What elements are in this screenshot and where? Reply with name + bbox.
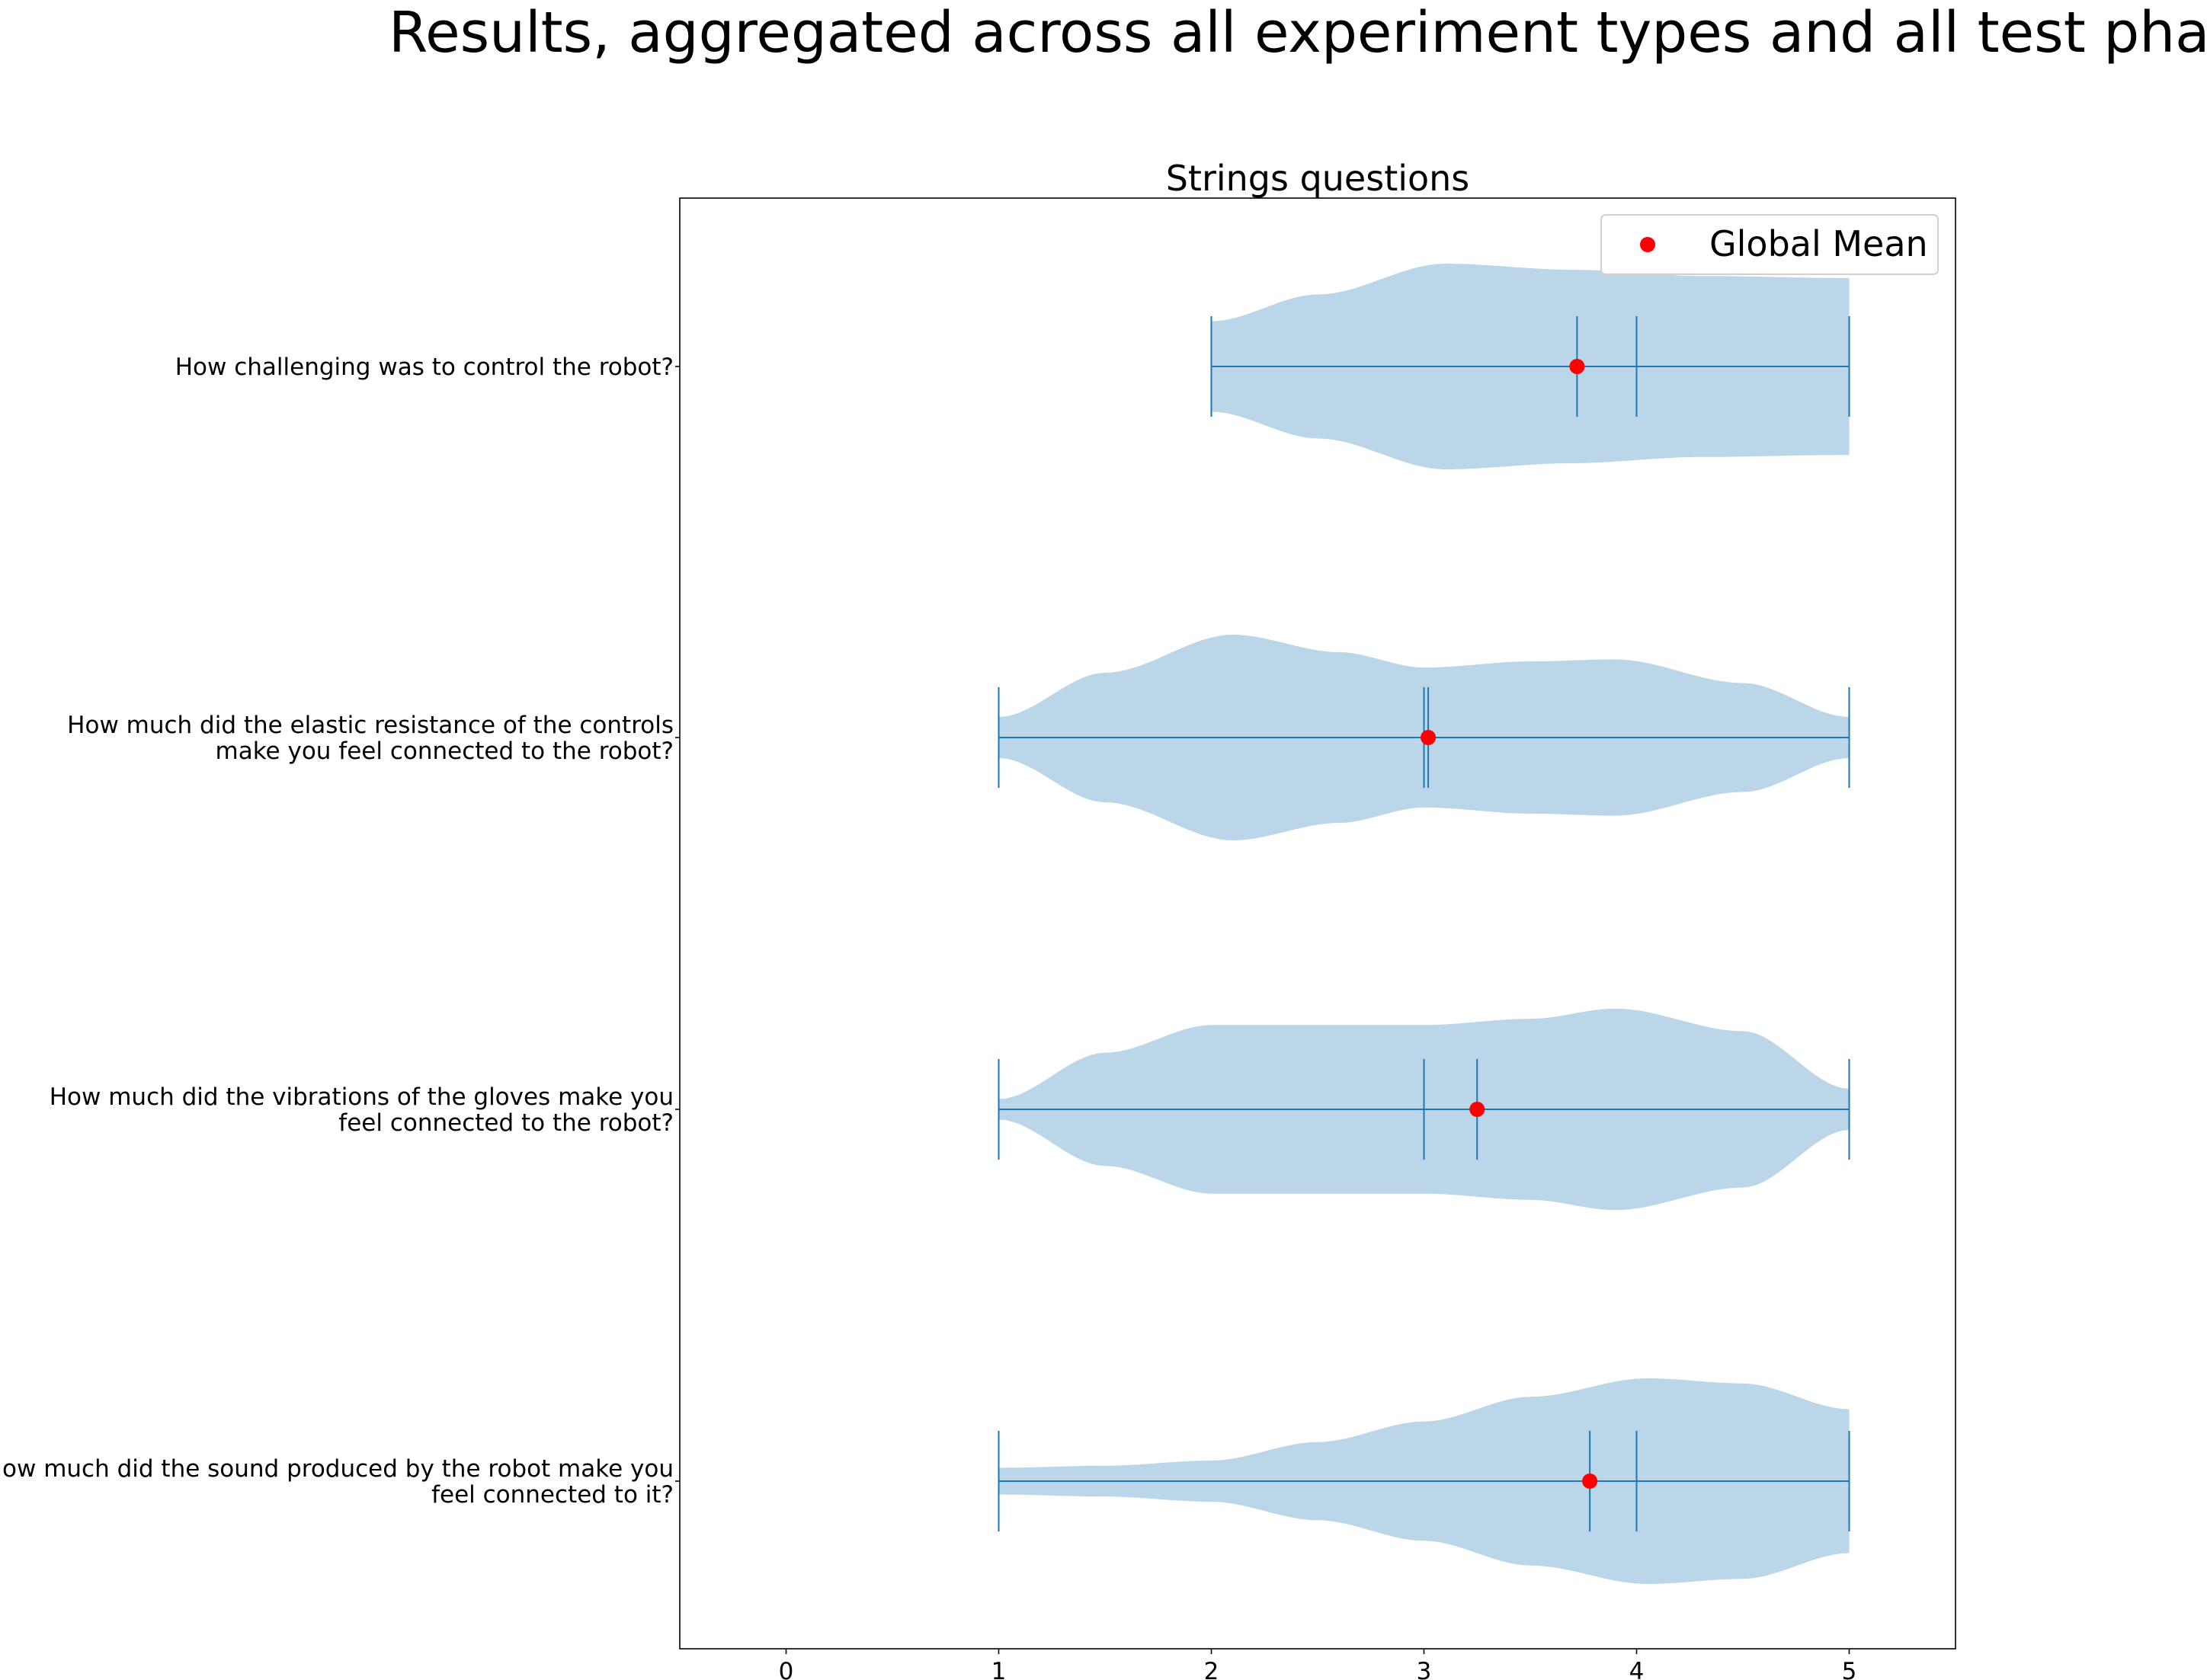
y-tick-label: How much did the elastic resistance of t… bbox=[67, 712, 674, 739]
violins-layer bbox=[998, 264, 1850, 1584]
legend-box bbox=[1600, 214, 1939, 275]
x-tick-label: 0 bbox=[779, 1658, 794, 1680]
legend: Global Mean bbox=[1600, 214, 1939, 275]
x-tick-label: 4 bbox=[1629, 1658, 1645, 1680]
plot-area-frame bbox=[679, 197, 1956, 1650]
y-tick-labels: How challenging was to control the robot… bbox=[0, 354, 680, 1509]
y-tick-label: How much did the sound produced by the r… bbox=[0, 1455, 674, 1483]
y-tick-label: make you feel connected to the robot? bbox=[216, 738, 674, 765]
y-tick-label: How challenging was to control the robot… bbox=[175, 354, 674, 381]
x-ticks: 0 1 2 3 4 5 bbox=[779, 1649, 1857, 1680]
global-mean-marker bbox=[1469, 1102, 1485, 1117]
legend-marker-global-mean bbox=[1640, 237, 1655, 252]
x-tick-label: 2 bbox=[1204, 1658, 1219, 1680]
axes-title: Strings questions bbox=[1166, 158, 1470, 199]
y-tick-label: feel connected to the robot? bbox=[338, 1109, 674, 1137]
statistic-lines-layer bbox=[998, 316, 1850, 1531]
x-tick-label: 5 bbox=[1842, 1658, 1857, 1680]
mean-markers-layer bbox=[1421, 359, 1598, 1489]
global-mean-marker bbox=[1569, 359, 1585, 374]
y-tick-label: How much did the vibrations of the glove… bbox=[50, 1083, 674, 1111]
global-mean-marker bbox=[1582, 1474, 1598, 1489]
figure-suptitle: Results, aggregated across all experimen… bbox=[389, 0, 2207, 66]
global-mean-marker bbox=[1421, 730, 1437, 745]
x-tick-label: 3 bbox=[1417, 1658, 1432, 1680]
legend-label-global-mean: Global Mean bbox=[1709, 223, 1928, 264]
x-tick-label: 1 bbox=[991, 1658, 1007, 1680]
y-tick-label: feel connected to it? bbox=[431, 1481, 674, 1509]
